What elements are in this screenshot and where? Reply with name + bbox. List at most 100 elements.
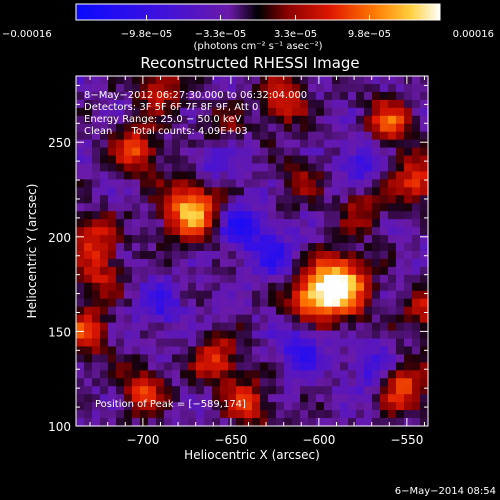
heatmap-cell xyxy=(276,115,285,125)
heatmap-cell xyxy=(268,346,277,355)
heatmap-cell xyxy=(132,322,141,332)
heatmap-cell xyxy=(180,370,189,379)
heatmap-cell xyxy=(180,131,189,141)
heatmap-cell xyxy=(404,378,413,387)
heatmap-cell xyxy=(212,346,221,355)
heatmap-cell xyxy=(340,107,349,117)
heatmap-cell xyxy=(356,251,365,260)
heatmap-cell xyxy=(164,354,173,363)
heatmap-cell xyxy=(116,410,125,419)
heatmap-cell xyxy=(156,258,165,268)
heatmap-cell xyxy=(276,76,285,85)
heatmap-cell xyxy=(292,243,301,252)
heatmap-cell xyxy=(180,266,189,276)
heatmap-cell xyxy=(244,187,253,196)
heatmap-cell xyxy=(220,227,229,236)
heatmap-cell xyxy=(132,266,141,276)
heatmap-cell xyxy=(284,266,293,276)
heatmap-cell xyxy=(108,314,117,324)
heatmap-cell xyxy=(412,386,421,395)
heatmap-cell xyxy=(132,203,141,212)
heatmap-cell xyxy=(364,338,373,348)
heatmap-cell xyxy=(420,354,429,363)
heatmap-cell xyxy=(332,386,341,395)
heatmap-cell xyxy=(220,418,229,427)
heatmap-cell xyxy=(380,251,389,260)
heatmap-cell xyxy=(356,115,365,125)
heatmap-cell xyxy=(372,418,381,427)
heatmap-cell xyxy=(308,354,317,363)
heatmap-cell xyxy=(84,258,93,268)
heatmap-cell xyxy=(268,219,277,228)
heatmap-cell xyxy=(284,251,293,260)
heatmap-cell xyxy=(348,322,357,332)
heatmap-cell xyxy=(356,266,365,276)
heatmap-cell xyxy=(364,418,373,427)
heatmap-cell xyxy=(340,386,349,395)
heatmap-cell xyxy=(172,91,181,101)
heatmap-cell xyxy=(124,195,133,204)
heatmap-cell xyxy=(236,179,245,188)
heatmap-cell xyxy=(156,243,165,252)
heatmap-cell xyxy=(156,362,165,371)
heatmap-cell xyxy=(364,235,373,244)
heatmap-cell xyxy=(388,282,397,292)
heatmap-cell xyxy=(276,91,285,101)
heatmap-cell xyxy=(244,107,253,117)
heatmap-cell xyxy=(228,298,237,308)
heatmap-cell xyxy=(236,346,245,355)
heatmap-cell xyxy=(156,195,165,204)
heatmap-cell xyxy=(236,274,245,284)
heatmap-cell xyxy=(188,171,197,180)
heatmap-cell xyxy=(276,410,285,419)
heatmap-cell xyxy=(308,219,317,228)
heatmap-cell xyxy=(372,235,381,244)
heatmap-cell xyxy=(236,243,245,252)
heatmap-cell xyxy=(380,314,389,324)
heatmap-cell xyxy=(156,298,165,308)
heatmap-cell xyxy=(76,211,85,220)
heatmap-cell xyxy=(180,282,189,292)
heatmap-cell xyxy=(420,131,429,141)
heatmap-cell xyxy=(172,155,181,165)
heatmap-cell xyxy=(380,370,389,379)
heatmap-cell xyxy=(116,83,125,93)
heatmap-cell xyxy=(148,354,157,363)
heatmap-cell xyxy=(140,394,149,403)
heatmap-cell xyxy=(316,115,325,125)
heatmap-cell xyxy=(124,243,133,252)
heatmap-cell xyxy=(124,322,133,332)
heatmap-cell xyxy=(156,131,165,141)
heatmap-cell xyxy=(172,290,181,300)
heatmap-cell xyxy=(228,235,237,244)
heatmap-cell xyxy=(100,338,109,348)
heatmap-cell xyxy=(372,195,381,204)
heatmap-cell xyxy=(252,418,261,427)
heatmap-cell xyxy=(268,274,277,284)
heatmap-cell xyxy=(132,99,141,109)
heatmap-cell xyxy=(300,258,309,268)
heatmap-cell xyxy=(76,354,85,363)
heatmap-cell xyxy=(156,251,165,260)
heatmap-cell xyxy=(420,394,429,403)
heatmap-cell xyxy=(420,370,429,379)
heatmap-cell xyxy=(220,131,229,141)
heatmap-cell xyxy=(412,362,421,371)
heatmap-cell xyxy=(116,290,125,300)
heatmap-cell xyxy=(420,266,429,276)
heatmap-cell xyxy=(412,402,421,411)
heatmap-cell xyxy=(380,123,389,133)
heatmap-cell xyxy=(140,306,149,316)
heatmap-cell xyxy=(220,370,229,379)
heatmap-cell xyxy=(356,402,365,411)
heatmap-cell xyxy=(196,322,205,332)
heatmap-cell xyxy=(220,115,229,125)
heatmap-cell xyxy=(92,123,101,133)
heatmap-cell xyxy=(92,131,101,141)
heatmap-cell xyxy=(356,147,365,157)
heatmap-cell xyxy=(244,402,253,411)
heatmap-cell xyxy=(124,386,133,395)
heatmap-cell xyxy=(236,123,245,133)
heatmap-cell xyxy=(116,258,125,268)
heatmap-cell xyxy=(212,298,221,308)
